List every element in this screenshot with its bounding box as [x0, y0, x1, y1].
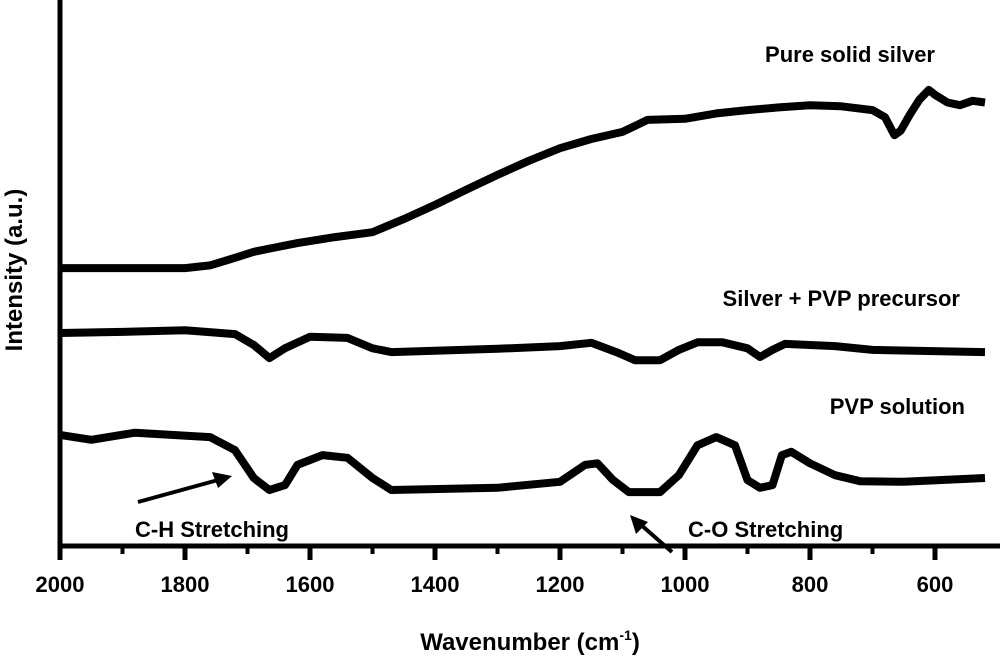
x-tick-label: 800: [792, 572, 829, 597]
label-precursor: Silver + PVP precursor: [723, 286, 961, 311]
arrow-co: [630, 515, 674, 554]
label-pure-silver: Pure solid silver: [765, 42, 935, 67]
label-ch-stretching: C-H Stretching: [135, 517, 289, 542]
x-tick-label: 1000: [661, 572, 710, 597]
x-tick-label: 1600: [286, 572, 335, 597]
series-line-pure-solid-silver: [60, 85, 986, 273]
arrow-ch: [137, 472, 232, 504]
x-tick-label: 1800: [161, 572, 210, 597]
x-tick-label: 1200: [536, 572, 585, 597]
series-line-silver-pvp-precursor: [59, 326, 986, 365]
x-axis-label: Wavenumber (cm-1): [420, 627, 640, 656]
axes: [57, 0, 1000, 549]
y-axis-label: Intensity (a.u.): [1, 189, 28, 352]
label-co-stretching: C-O Stretching: [688, 517, 843, 542]
x-tick-label: 1400: [411, 572, 460, 597]
label-pvp-solution: PVP solution: [830, 394, 965, 419]
x-tick-label: 2000: [36, 572, 85, 597]
series-line-pvp-solution: [59, 428, 986, 497]
x-tick-label: 600: [917, 572, 954, 597]
